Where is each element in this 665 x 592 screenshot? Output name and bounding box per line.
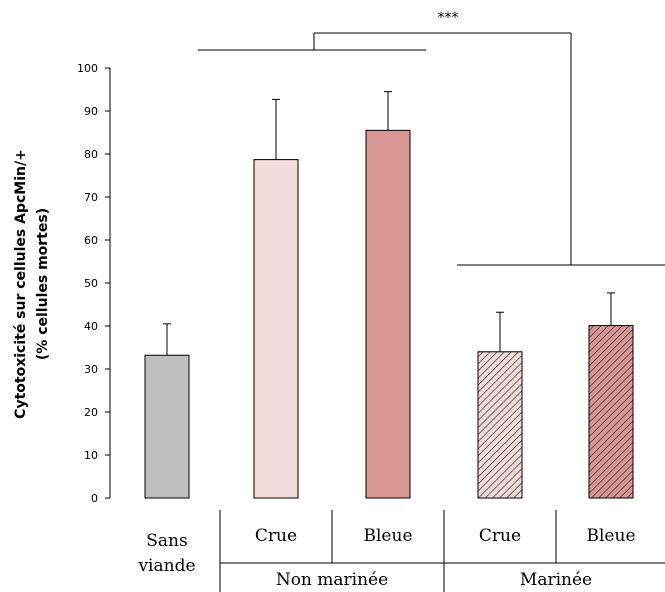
category-label: Bleue: [364, 526, 413, 546]
group-label: Marinée: [520, 570, 592, 590]
bar: [477, 351, 523, 499]
y-tick-label: 0: [91, 492, 98, 505]
y-tick-label: 60: [84, 234, 98, 247]
bar: [144, 354, 190, 499]
y-tick-label: 80: [84, 148, 98, 161]
bar: [253, 159, 299, 499]
y-tick-label: 90: [84, 105, 98, 118]
category-label: Crue: [255, 526, 297, 546]
category-label: Crue: [479, 526, 521, 546]
error-bars: [163, 91, 615, 356]
y-tick-label: 100: [77, 62, 98, 75]
y-tick-label: 20: [84, 406, 98, 419]
category-table: [219, 510, 665, 592]
significance-bracket: [198, 32, 665, 266]
y-tick-label: 10: [84, 449, 98, 462]
y-tick-label: 40: [84, 320, 98, 333]
group-label: Non marinée: [276, 570, 388, 590]
y-axis: 0 10 20 30 40 50 60 70 80 90 100: [77, 62, 111, 505]
y-tick-label: 50: [84, 277, 98, 290]
y-tick-label: 30: [84, 363, 98, 376]
bars: [144, 129, 634, 499]
category-label: Bleue: [587, 526, 636, 546]
bar: [365, 129, 411, 499]
bar: [588, 325, 634, 499]
y-axis-label-line2: (% cellules mortes): [35, 208, 51, 360]
significance-label: ***: [438, 10, 459, 26]
category-label: Sans: [146, 531, 187, 551]
y-tick-label: 70: [84, 191, 98, 204]
category-label: viande: [137, 556, 195, 576]
y-axis-label-line1: Cytotoxicité sur cellules ApcMin/+: [13, 149, 29, 419]
